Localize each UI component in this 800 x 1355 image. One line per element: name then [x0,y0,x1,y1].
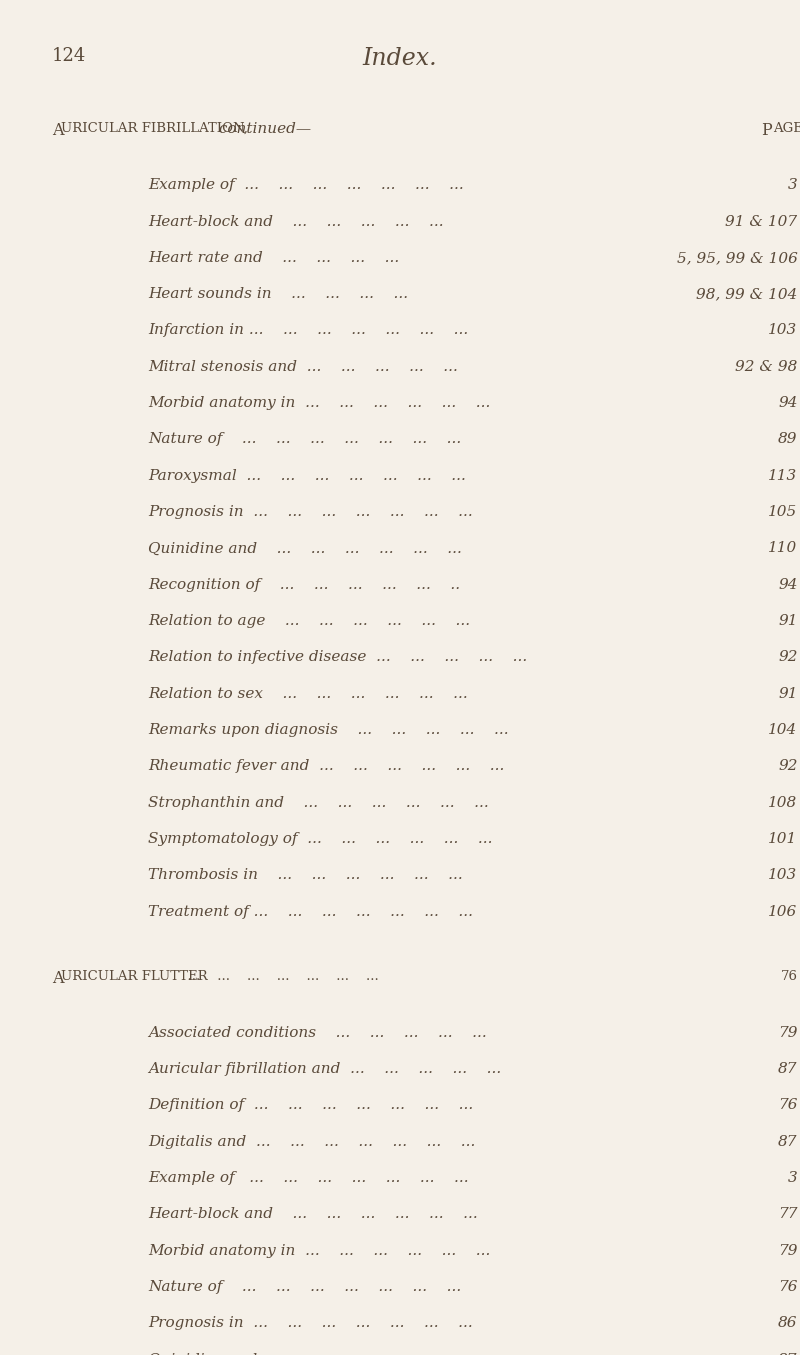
Text: Nature of    ...    ...    ...    ...    ...    ...    ...: Nature of ... ... ... ... ... ... ... [148,432,462,446]
Text: Example of  ...    ...    ...    ...    ...    ...    ...: Example of ... ... ... ... ... ... ... [148,179,464,192]
Text: 76: 76 [778,1099,798,1112]
Text: Infarction in ...    ...    ...    ...    ...    ...    ...: Infarction in ... ... ... ... ... ... ..… [148,324,468,337]
Text: Relation to age    ...    ...    ...    ...    ...    ...: Relation to age ... ... ... ... ... ... [148,614,470,627]
Text: Heart rate and    ...    ...    ...    ...: Heart rate and ... ... ... ... [148,251,399,264]
Text: Digitalis and  ...    ...    ...    ...    ...    ...    ...: Digitalis and ... ... ... ... ... ... ..… [148,1134,475,1149]
Text: 79: 79 [778,1244,798,1257]
Text: 103: 103 [768,324,798,337]
Text: Heart-block and    ...    ...    ...    ...    ...    ...: Heart-block and ... ... ... ... ... ... [148,1207,478,1221]
Text: Remarks upon diagnosis    ...    ...    ...    ...    ...: Remarks upon diagnosis ... ... ... ... .… [148,724,509,737]
Text: 103: 103 [768,869,798,882]
Text: 5, 95, 99 & 106: 5, 95, 99 & 106 [677,251,798,264]
Text: 124: 124 [52,47,86,65]
Text: 86: 86 [778,1316,798,1331]
Text: 79: 79 [778,1026,798,1039]
Text: Paroxysmal  ...    ...    ...    ...    ...    ...    ...: Paroxysmal ... ... ... ... ... ... ... [148,469,466,482]
Text: Symptomatology of  ...    ...    ...    ...    ...    ...: Symptomatology of ... ... ... ... ... ..… [148,832,493,846]
Text: P: P [762,122,772,140]
Text: 104: 104 [768,724,798,737]
Text: Rheumatic fever and  ...    ...    ...    ...    ...    ...: Rheumatic fever and ... ... ... ... ... … [148,759,504,774]
Text: Recognition of    ...    ...    ...    ...    ...    ..: Recognition of ... ... ... ... ... .. [148,577,460,592]
Text: 108: 108 [768,795,798,809]
Text: Example of   ...    ...    ...    ...    ...    ...    ...: Example of ... ... ... ... ... ... ... [148,1171,469,1186]
Text: 91: 91 [778,614,798,627]
Text: Quinidine and    ...    ...    ...    ...    ...    ...: Quinidine and ... ... ... ... ... ... [148,542,462,556]
Text: 3: 3 [788,179,798,192]
Text: 91 & 107: 91 & 107 [726,214,798,229]
Text: 110: 110 [768,542,798,556]
Text: 87: 87 [778,1062,798,1076]
Text: Strophanthin and    ...    ...    ...    ...    ...    ...: Strophanthin and ... ... ... ... ... ... [148,795,489,809]
Text: 87: 87 [778,1134,798,1149]
Text: 98, 99 & 104: 98, 99 & 104 [696,287,798,301]
Text: 3: 3 [788,1171,798,1186]
Text: Definition of  ...    ...    ...    ...    ...    ...    ...: Definition of ... ... ... ... ... ... ..… [148,1099,474,1112]
Text: Thrombosis in    ...    ...    ...    ...    ...    ...: Thrombosis in ... ... ... ... ... ... [148,869,462,882]
Text: Heart sounds in    ...    ...    ...    ...: Heart sounds in ... ... ... ... [148,287,408,301]
Text: URICULAR FIBRILLATION,: URICULAR FIBRILLATION, [61,122,248,136]
Text: Nature of    ...    ...    ...    ...    ...    ...    ...: Nature of ... ... ... ... ... ... ... [148,1280,462,1294]
Text: continued—: continued— [214,122,311,136]
Text: Heart-block and    ...    ...    ...    ...    ...: Heart-block and ... ... ... ... ... [148,214,444,229]
Text: 76: 76 [778,1280,798,1294]
Text: 87: 87 [778,1352,798,1355]
Text: 92 & 98: 92 & 98 [735,360,798,374]
Text: Index.: Index. [362,47,438,70]
Text: 92: 92 [778,650,798,664]
Text: Mitral stenosis and  ...    ...    ...    ...    ...: Mitral stenosis and ... ... ... ... ... [148,360,458,374]
Text: 91: 91 [778,687,798,701]
Text: Auricular fibrillation and  ...    ...    ...    ...    ...: Auricular fibrillation and ... ... ... .… [148,1062,502,1076]
Text: Treatment of ...    ...    ...    ...    ...    ...    ...: Treatment of ... ... ... ... ... ... ... [148,905,473,919]
Text: 113: 113 [768,469,798,482]
Text: 105: 105 [768,505,798,519]
Text: Morbid anatomy in  ...    ...    ...    ...    ...    ...: Morbid anatomy in ... ... ... ... ... ..… [148,1244,490,1257]
Text: ...    ...    ...    ...    ...    ...    ...: ... ... ... ... ... ... ... [179,970,379,982]
Text: Relation to infective disease  ...    ...    ...    ...    ...: Relation to infective disease ... ... ..… [148,650,527,664]
Text: 89: 89 [778,432,798,446]
Text: A: A [52,122,63,140]
Text: AGE: AGE [773,122,800,136]
Text: A: A [52,970,63,986]
Text: 101: 101 [768,832,798,846]
Text: Quinidine and...    ...    ...    ...    ...    ...    ...: Quinidine and... ... ... ... ... ... ... [148,1352,477,1355]
Text: 92: 92 [778,759,798,774]
Text: 77: 77 [778,1207,798,1221]
Text: Associated conditions    ...    ...    ...    ...    ...: Associated conditions ... ... ... ... ..… [148,1026,486,1039]
Text: Relation to sex    ...    ...    ...    ...    ...    ...: Relation to sex ... ... ... ... ... ... [148,687,468,701]
Text: 94: 94 [778,396,798,411]
Text: Prognosis in  ...    ...    ...    ...    ...    ...    ...: Prognosis in ... ... ... ... ... ... ... [148,505,473,519]
Text: 94: 94 [778,577,798,592]
Text: Prognosis in  ...    ...    ...    ...    ...    ...    ...: Prognosis in ... ... ... ... ... ... ... [148,1316,473,1331]
Text: Morbid anatomy in  ...    ...    ...    ...    ...    ...: Morbid anatomy in ... ... ... ... ... ..… [148,396,490,411]
Text: URICULAR FLUTTER: URICULAR FLUTTER [61,970,207,982]
Text: 76: 76 [781,970,798,982]
Text: 106: 106 [768,905,798,919]
